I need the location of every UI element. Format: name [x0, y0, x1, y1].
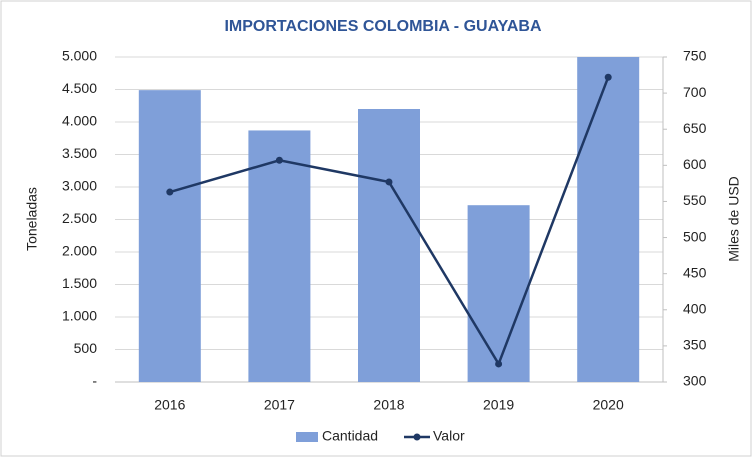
y2-tick-label: 700	[683, 84, 707, 100]
y-tick-label: 500	[74, 340, 98, 356]
line-point	[385, 178, 393, 186]
bar	[358, 109, 420, 382]
y2-tick-label: 350	[683, 337, 707, 353]
y2-tick-label: 400	[683, 300, 707, 316]
y-tick-label: 2.000	[62, 243, 97, 259]
chart-title: IMPORTACIONES COLOMBIA - GUAYABA	[224, 18, 542, 35]
y2-tick-label: 450	[683, 264, 707, 280]
line-point	[495, 360, 503, 368]
y-tick-label: 5.000	[62, 48, 97, 64]
y-tick-label: -	[92, 373, 97, 389]
x-tick-label: 2017	[264, 397, 295, 413]
y-axis-label: Toneladas	[24, 187, 40, 251]
y2-axis-label: Miles de USD	[726, 176, 742, 262]
line-point	[275, 156, 283, 164]
y2-tick-label: 600	[683, 156, 707, 172]
y2-tick-label: 650	[683, 120, 707, 136]
bar	[467, 205, 530, 382]
bar	[248, 130, 311, 382]
y-tick-label: 2.500	[62, 210, 97, 226]
x-tick-label: 2020	[593, 397, 624, 413]
y-tick-label: 1.000	[62, 308, 97, 324]
legend-label: Valor	[433, 428, 465, 444]
y-tick-label: 3.000	[62, 178, 97, 194]
y2-tick-label: 300	[683, 373, 707, 389]
y-tick-label: 4.000	[62, 113, 97, 129]
x-tick-label: 2019	[483, 397, 514, 413]
line-point	[604, 73, 612, 81]
y-tick-label: 1.500	[62, 275, 97, 291]
bar	[138, 90, 201, 383]
line-point	[166, 188, 174, 196]
x-tick-label: 2018	[373, 397, 404, 413]
y-tick-label: 4.500	[62, 80, 97, 96]
y2-tick-label: 500	[683, 228, 707, 244]
y2-tick-label: 550	[683, 192, 707, 208]
x-tick-label: 2016	[154, 397, 185, 413]
y-tick-label: 3.500	[62, 145, 97, 161]
legend-swatch-point	[413, 433, 421, 441]
legend-label: Cantidad	[322, 428, 378, 444]
bar	[577, 57, 640, 382]
y2-tick-label: 750	[683, 48, 707, 64]
legend-swatch	[296, 432, 318, 442]
